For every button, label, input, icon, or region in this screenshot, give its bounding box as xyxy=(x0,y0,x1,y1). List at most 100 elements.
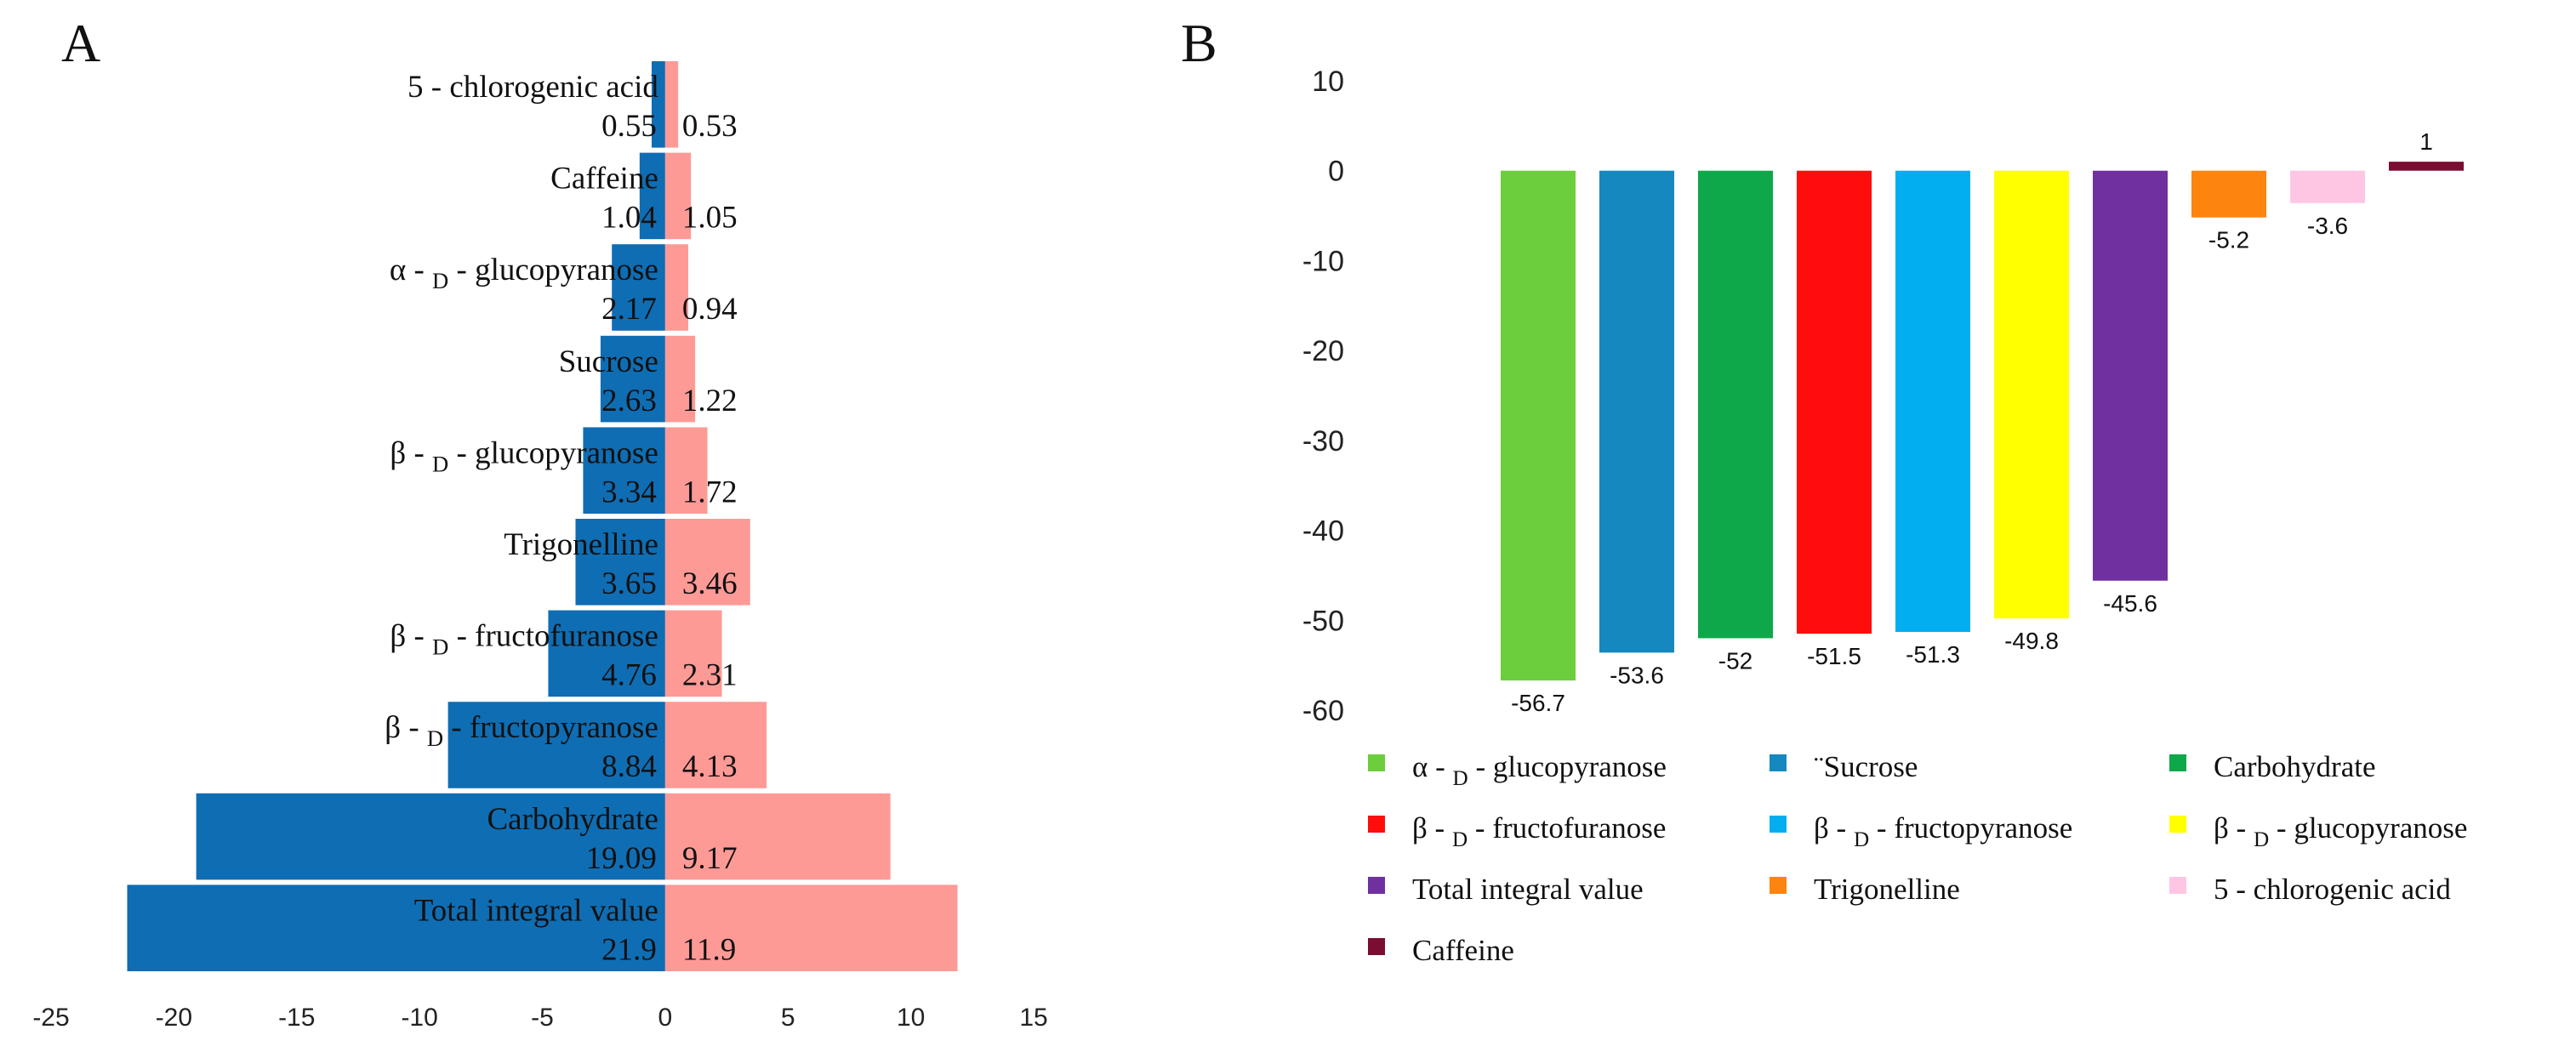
panel-b-legend-swatch xyxy=(1368,816,1385,833)
panel-b-value-label: 1 xyxy=(2419,128,2433,155)
panel-a-category-label: β - D - fructofuranose xyxy=(390,619,658,660)
panel-b-legend-label: 5 - chlorogenic acid xyxy=(2214,873,2451,906)
panel-b-chart: 10 0 -10 -20 -30 -40 -50 -60 -56.7 -53.6 -52 -51.5 -… xyxy=(1302,65,2468,967)
panel-b-legend-label: β - D - fructofuranose xyxy=(1412,811,1666,851)
panel-a-label: A xyxy=(61,13,100,73)
panel-b-bar xyxy=(1501,170,1576,681)
panel-b-y-tick-label: -30 xyxy=(1302,425,1344,458)
panel-b-value-label: -3.6 xyxy=(2307,213,2348,239)
panel-b-y-tick-label: 10 xyxy=(1312,65,1344,98)
panel-a-value-label-left: 3.34 xyxy=(601,475,657,509)
panel-a-bar-right xyxy=(664,61,679,148)
panel-a-value-label-right: 3.46 xyxy=(682,566,738,601)
panel-b-bar xyxy=(2389,162,2464,171)
panel-a-x-tick-label: 5 xyxy=(781,1004,795,1032)
panel-a-bar-right xyxy=(664,335,696,423)
panel-a-x-tick-label: -5 xyxy=(531,1004,554,1032)
panel-b-value-label: -51.3 xyxy=(1906,641,1960,668)
panel-b-y-tick-label: -10 xyxy=(1302,245,1344,277)
panel-a-bar-right xyxy=(664,610,722,697)
panel-a-bar-right xyxy=(664,427,708,514)
panel-a-bar-left xyxy=(127,885,665,971)
panel-a-value-label-left: 1.04 xyxy=(601,201,657,236)
panel-b-bar xyxy=(2290,170,2365,203)
panel-a-value-label-left: 3.65 xyxy=(601,566,657,601)
panel-b-bar xyxy=(1797,170,1872,634)
panel-a-value-label-right: 1.05 xyxy=(682,201,738,236)
panel-a-value-label-right: 4.13 xyxy=(682,749,738,784)
panel-b-bar xyxy=(2093,170,2168,581)
panel-a-bar-left xyxy=(575,519,665,606)
panel-b-legend-label: Carbohydrate xyxy=(2214,750,2375,783)
panel-a-x-tick-label: 15 xyxy=(1019,1004,1047,1032)
panel-a-x-tick-label: 0 xyxy=(658,1004,673,1032)
panel-a-category-label: Total integral value xyxy=(414,893,658,928)
panel-b-legend-swatch xyxy=(1368,877,1385,894)
panel-b-legend-swatch xyxy=(1368,938,1385,955)
panel-a-category-label: β - D - glucopyranose xyxy=(390,435,658,476)
panel-b-y-tick-label: -50 xyxy=(1302,605,1344,637)
panel-a-chart: 5 - chlorogenic acid 0.55 0.53 Caffeine 1.04… xyxy=(32,61,1048,1032)
panel-b-value-label: -56.7 xyxy=(1511,690,1565,716)
panel-a-value-label-left: 2.63 xyxy=(601,384,657,418)
panel-b-legend-swatch xyxy=(1770,816,1787,833)
panel-b-legend-swatch xyxy=(1368,754,1385,771)
panel-b-y-tick-label: -40 xyxy=(1302,515,1344,548)
panel-a-x-tick-label: -20 xyxy=(156,1004,192,1032)
panel-a-bar-left xyxy=(583,427,665,514)
panel-b-legend-swatch xyxy=(2169,816,2186,833)
panel-a-value-label-right: 1.72 xyxy=(682,475,738,509)
panel-a-bar-left xyxy=(548,610,665,697)
panel-a-value-label-right: 0.94 xyxy=(682,292,738,327)
panel-a-bar-right xyxy=(664,885,958,971)
panel-b-legend-swatch xyxy=(2169,754,2186,771)
panel-a-value-label-left: 2.17 xyxy=(601,292,657,327)
panel-a-value-label-right: 11.9 xyxy=(682,932,736,967)
panel-a-value-label-left: 0.55 xyxy=(601,109,657,144)
panel-b-legend-label: Trigonelline xyxy=(1814,873,1960,906)
panel-a-value-label-left: 19.09 xyxy=(586,841,657,876)
panel-a-category-label: Sucrose xyxy=(559,344,658,379)
panel-b-legend-label: ¨Sucrose xyxy=(1814,750,1918,783)
panel-a-bar-right xyxy=(664,244,689,331)
panel-b-bar xyxy=(1994,170,2069,619)
panel-a-value-label-right: 1.22 xyxy=(682,384,738,418)
panel-b-label: B xyxy=(1181,13,1217,73)
panel-a-category-label: Carbohydrate xyxy=(487,802,658,837)
panel-b-value-label: -5.2 xyxy=(2208,227,2249,253)
panel-a-value-label-right: 9.17 xyxy=(682,841,738,876)
panel-a-bar-right xyxy=(664,519,750,606)
panel-b-bar xyxy=(1895,170,1970,633)
panel-b-value-label: -49.8 xyxy=(2004,628,2059,654)
panel-a-category-label: Caffeine xyxy=(550,162,658,196)
panel-b-value-label: -52 xyxy=(1718,647,1752,674)
panel-a-value-label-left: 8.84 xyxy=(601,749,657,784)
panel-a-x-tick-label: -25 xyxy=(32,1004,69,1032)
panel-b-y-tick-label: -60 xyxy=(1302,695,1344,727)
panel-a-bar-left xyxy=(651,61,665,148)
panel-b-bar xyxy=(1698,170,1773,639)
panel-b-value-label: -53.6 xyxy=(1610,662,1664,688)
panel-b-legend-label: α - D - glucopyranose xyxy=(1412,750,1667,790)
panel-b-bar xyxy=(2191,170,2266,218)
panel-b-y-tick-label: -20 xyxy=(1302,335,1344,367)
panel-a-bar-left xyxy=(600,335,665,423)
panel-a-bar-right xyxy=(664,793,891,880)
panel-b-legend-label: Caffeine xyxy=(1412,934,1514,967)
panel-a-bar-right xyxy=(664,702,767,788)
panel-a-category-label: Trigonelline xyxy=(504,527,658,562)
panel-b-legend-swatch xyxy=(1770,877,1787,894)
panel-a-category-label: 5 - chlorogenic acid xyxy=(407,70,658,105)
panel-a-bar-right xyxy=(664,152,692,240)
panel-a-x-tick-label: -10 xyxy=(401,1004,437,1032)
panel-b-value-label: -51.5 xyxy=(1807,643,1861,669)
panel-a-bar-left xyxy=(447,702,665,788)
panel-a-value-label-right: 2.31 xyxy=(682,658,738,693)
panel-b-y-tick-label: 0 xyxy=(1328,156,1344,188)
panel-a-value-label-right: 0.53 xyxy=(682,109,738,144)
panel-a-value-label-left: 4.76 xyxy=(601,658,657,693)
panel-a-bar-left xyxy=(639,152,665,240)
panel-b-bar xyxy=(1599,170,1674,653)
panel-b-legend-swatch xyxy=(1770,754,1787,771)
